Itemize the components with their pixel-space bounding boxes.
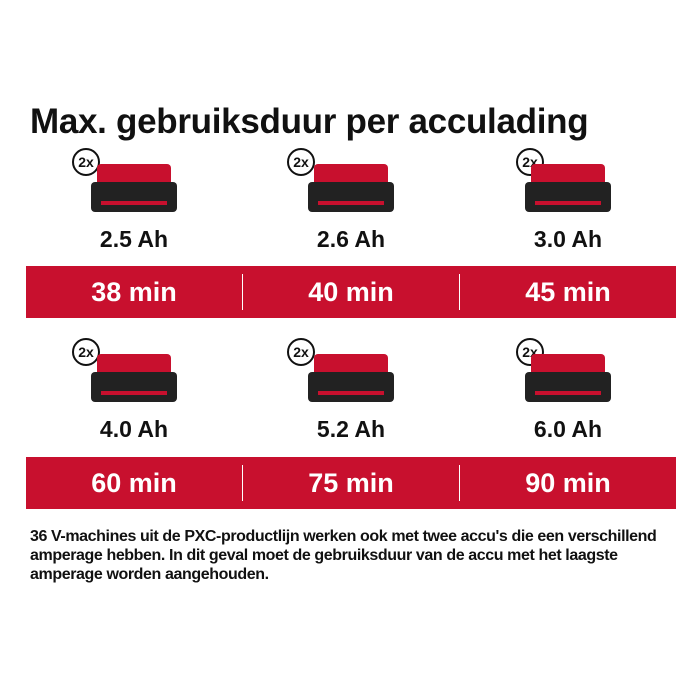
runtime-band: 60 min 75 min 90 min — [26, 457, 676, 509]
runtime-value: 45 min — [525, 277, 611, 307]
divider — [242, 274, 243, 310]
battery-capacity: 5.2 Ah — [316, 416, 386, 442]
runtime-value: 75 min — [308, 468, 394, 498]
battery-item: 2x 6.0 Ah — [460, 338, 676, 528]
battery-capacity: 6.0 Ah — [533, 416, 603, 442]
divider — [459, 274, 460, 310]
battery-pack-icon — [525, 348, 611, 402]
battery-capacity: 4.0 Ah — [99, 416, 169, 442]
runtime-value: 90 min — [525, 468, 611, 498]
quantity-badge: 2x — [287, 338, 315, 366]
battery-item: 2x 2.5 Ah — [26, 148, 242, 338]
footnote: 36 V-machines uit de PXC-productlijn wer… — [30, 528, 657, 583]
battery-pack-icon — [91, 158, 177, 212]
quantity-badge: 2x — [72, 148, 100, 176]
battery-pack-icon — [308, 158, 394, 212]
quantity-badge: 2x — [287, 148, 315, 176]
runtime-value: 40 min — [308, 277, 394, 307]
page-title: Max. gebruiksduur per acculading — [30, 102, 589, 141]
battery-pack-icon — [525, 158, 611, 212]
runtime-value: 38 min — [91, 277, 177, 307]
divider — [242, 465, 243, 501]
battery-pack-icon — [91, 348, 177, 402]
battery-capacity: 3.0 Ah — [533, 226, 603, 252]
quantity-badge: 2x — [72, 338, 100, 366]
battery-row: 2x 4.0 Ah 2x 5.2 Ah 2x 6.0 Ah — [0, 338, 700, 528]
runtime-band: 38 min 40 min 45 min — [26, 266, 676, 318]
battery-capacity: 2.6 Ah — [316, 226, 386, 252]
battery-row: 2x 2.5 Ah 2x 2.6 Ah 2x 3.0 Ah — [0, 148, 700, 338]
runtime-value: 60 min — [91, 468, 177, 498]
battery-pack-icon — [308, 348, 394, 402]
battery-item: 2x 4.0 Ah — [26, 338, 242, 528]
battery-item: 2x 3.0 Ah — [460, 148, 676, 338]
battery-item: 2x 2.6 Ah — [243, 148, 459, 338]
divider — [459, 465, 460, 501]
battery-capacity: 2.5 Ah — [99, 226, 169, 252]
battery-item: 2x 5.2 Ah — [243, 338, 459, 528]
